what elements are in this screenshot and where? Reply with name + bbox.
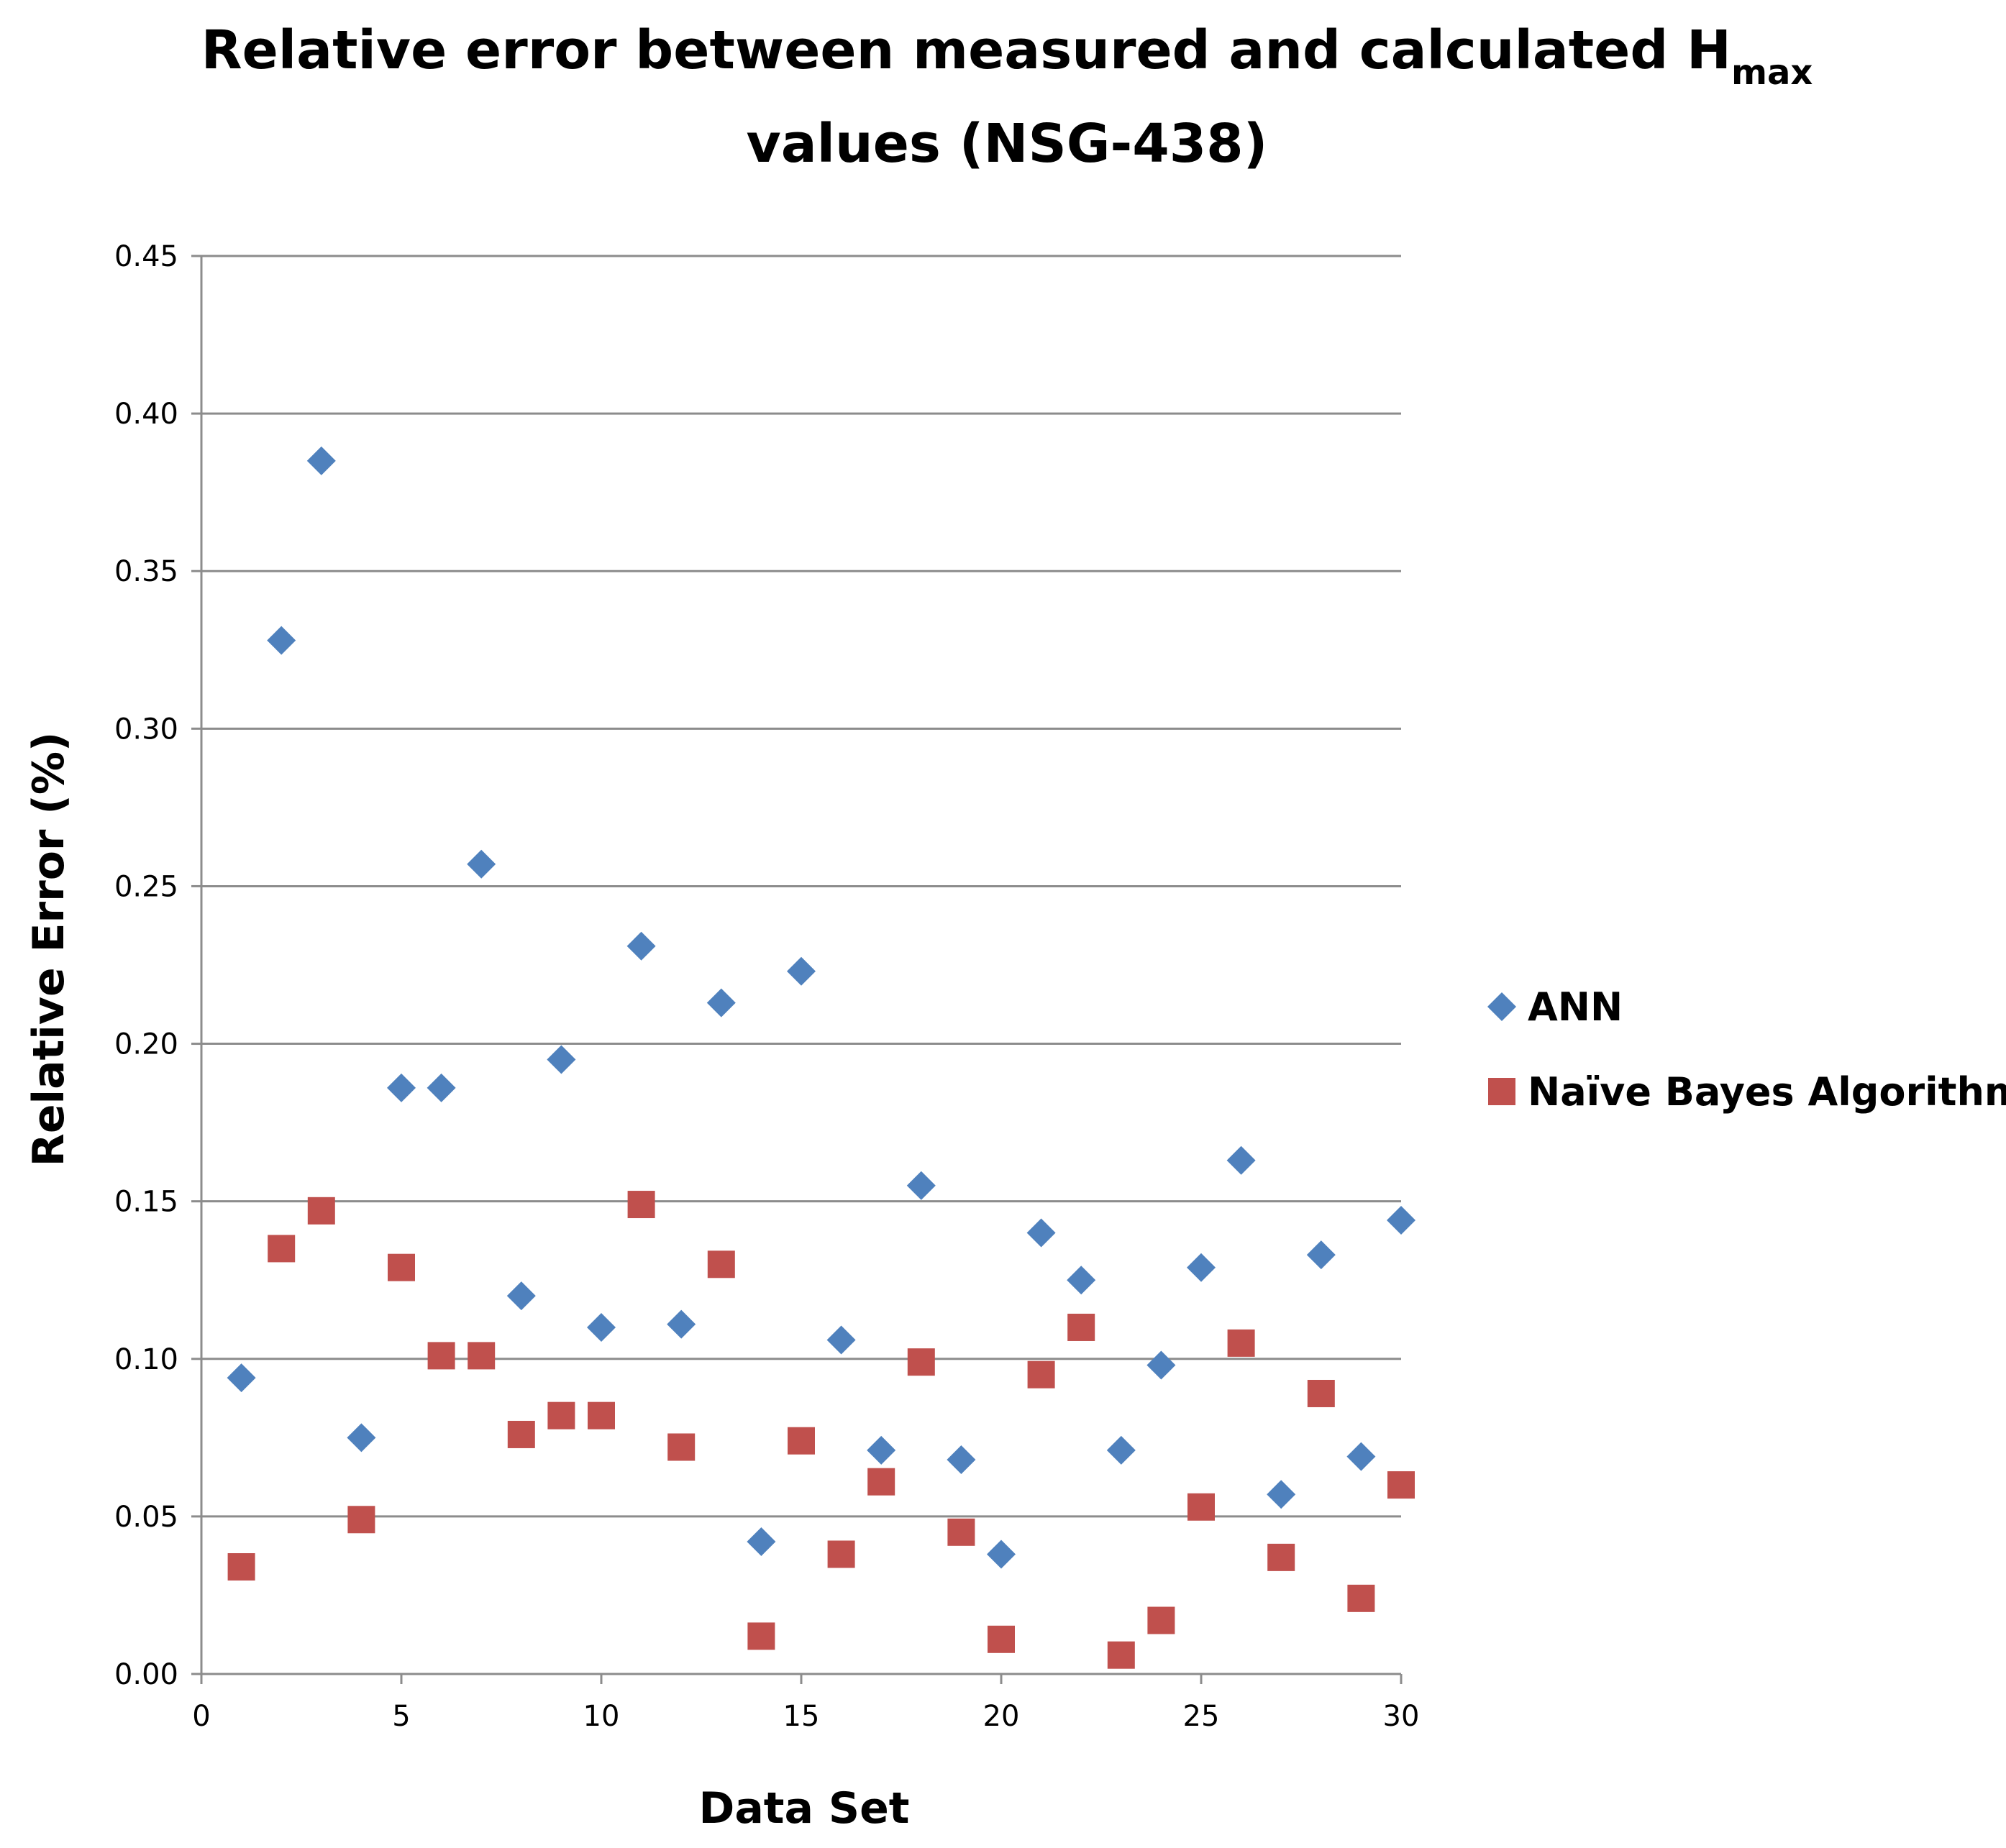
ann-point [1267, 1480, 1296, 1509]
ann-point [987, 1540, 1016, 1569]
ann-point [787, 956, 816, 986]
ann-point [347, 1423, 376, 1453]
series-naive-bayes [227, 1191, 1415, 1669]
data-series [227, 446, 1415, 1669]
ann-point [947, 1445, 976, 1475]
ann-point [867, 1435, 896, 1465]
naive-bayes-point [1107, 1641, 1135, 1669]
ann-point [506, 1281, 536, 1311]
naive-bayes-point [1067, 1313, 1095, 1341]
ann-point [1026, 1218, 1056, 1248]
ann-point [387, 1073, 416, 1102]
y-tick-label: 0.30 [114, 713, 178, 746]
naive-bayes-point [827, 1540, 855, 1568]
legend-label: ANN [1528, 984, 1623, 1030]
ann-point [626, 931, 656, 961]
naive-bayes-point [747, 1622, 775, 1650]
naive-bayes-point [588, 1401, 615, 1430]
naive-bayes-point [1147, 1606, 1175, 1634]
y-tick-label: 0.25 [114, 870, 178, 903]
ann-point [747, 1527, 776, 1556]
naive-bayes-point [227, 1553, 255, 1581]
legend-item-ann: ANN [1487, 984, 1623, 1030]
naive-bayes-point [907, 1348, 935, 1376]
naive-bayes-point [867, 1468, 895, 1496]
ann-point [826, 1325, 856, 1355]
y-axis-label: Relative Error (%) [24, 732, 74, 1167]
legend-square-marker [1488, 1078, 1515, 1105]
chart-title-subscript: max [1731, 52, 1813, 93]
x-tick-label: 5 [392, 1700, 410, 1733]
naive-bayes-point [1187, 1493, 1215, 1521]
ann-point [1306, 1240, 1336, 1270]
naive-bayes-point [1027, 1360, 1055, 1389]
x-tick-label: 25 [1183, 1700, 1220, 1733]
chart-title-line2: values (NSG-438) [746, 113, 1267, 175]
naive-bayes-point [707, 1250, 735, 1278]
naive-bayes-point [347, 1506, 375, 1534]
naive-bayes-point [988, 1625, 1015, 1653]
x-tick-label: 15 [783, 1700, 820, 1733]
ann-point [467, 849, 496, 879]
legend: ANN Naïve Bayes Algorithm [1487, 984, 2006, 1115]
x-axis-label: Data Set [699, 1783, 910, 1834]
ann-point [587, 1312, 616, 1342]
ann-point [1187, 1253, 1216, 1282]
naive-bayes-point [1387, 1471, 1415, 1499]
x-tick-label: 10 [583, 1700, 620, 1733]
naive-bayes-point [388, 1253, 415, 1281]
naive-bayes-point [1347, 1584, 1375, 1612]
ann-point [667, 1309, 696, 1339]
y-axis-ticks: 0.00 0.05 0.10 0.15 0.20 0.25 0.30 0.35 0.40 0.45 [114, 240, 201, 1691]
ann-point [227, 1363, 256, 1393]
naive-bayes-point [1227, 1329, 1255, 1357]
legend-label: Naïve Bayes Algorithm [1528, 1069, 2006, 1115]
ann-point [1387, 1205, 1415, 1235]
ann-point [547, 1045, 576, 1074]
naive-bayes-point [268, 1235, 296, 1263]
naive-bayes-point [788, 1427, 815, 1455]
y-tick-label: 0.20 [114, 1028, 178, 1061]
chart-title-main: Relative error between measured and calc… [201, 19, 1731, 81]
x-axis-ticks: 0 5 10 15 20 25 30 [192, 1674, 1419, 1733]
y-tick-label: 0.10 [114, 1343, 178, 1376]
naive-bayes-point [507, 1420, 535, 1448]
naive-bayes-point [547, 1401, 575, 1430]
ann-point [306, 446, 336, 475]
chart-title: Relative error between measured and calc… [201, 19, 1813, 175]
y-tick-label: 0.05 [114, 1501, 178, 1534]
y-tick-label: 0.15 [114, 1186, 178, 1219]
ann-point [427, 1073, 456, 1102]
ann-point [1067, 1266, 1096, 1295]
naive-bayes-point [468, 1342, 496, 1370]
x-tick-label: 30 [1383, 1700, 1420, 1733]
ann-point [906, 1171, 936, 1200]
x-tick-label: 0 [192, 1700, 210, 1733]
naive-bayes-point [307, 1197, 335, 1225]
ann-point [706, 988, 736, 1017]
legend-item-naive-bayes: Naïve Bayes Algorithm [1488, 1069, 2006, 1115]
ann-point [1106, 1435, 1136, 1465]
chart-title-line1: Relative error between measured and calc… [201, 19, 1813, 93]
legend-diamond-marker [1487, 992, 1516, 1021]
ann-point [1226, 1145, 1256, 1175]
y-tick-label: 0.00 [114, 1658, 178, 1691]
naive-bayes-point [947, 1518, 975, 1546]
gridlines [201, 255, 1401, 1518]
x-tick-label: 20 [983, 1700, 1020, 1733]
naive-bayes-point [627, 1191, 655, 1219]
ann-point [267, 626, 296, 655]
naive-bayes-point [427, 1342, 455, 1370]
naive-bayes-point [1307, 1379, 1335, 1407]
series-ann [227, 446, 1415, 1569]
ann-point [1346, 1442, 1376, 1471]
y-tick-label: 0.40 [114, 398, 178, 431]
y-tick-label: 0.45 [114, 240, 178, 273]
naive-bayes-point [667, 1433, 696, 1461]
y-tick-label: 0.35 [114, 555, 178, 588]
ann-point [1146, 1350, 1176, 1380]
naive-bayes-point [1267, 1543, 1295, 1571]
